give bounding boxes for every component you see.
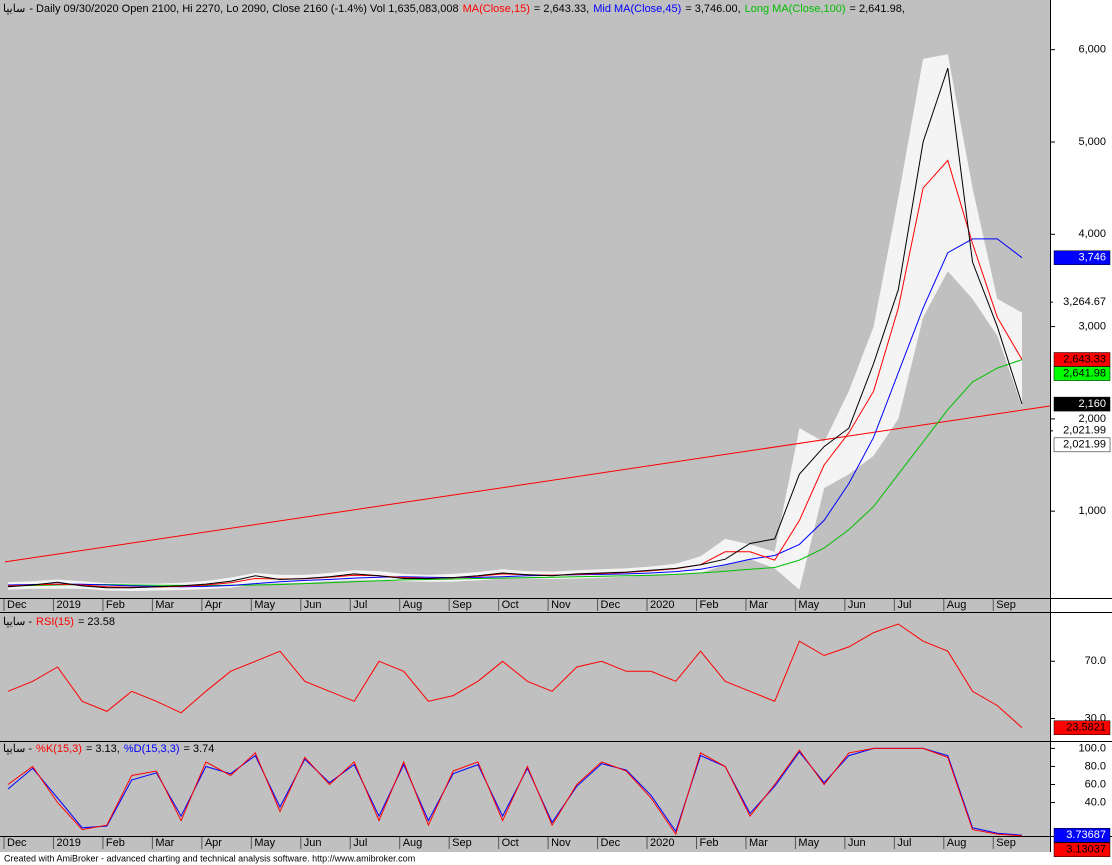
x-tick-label: Mar — [155, 837, 174, 849]
title-part: = 23.58 — [78, 616, 115, 628]
marker-label: 2,021.99 — [1063, 425, 1106, 437]
series-line — [7, 747, 1023, 837]
band — [8, 54, 1022, 592]
x-tick-label: May — [798, 837, 819, 849]
title-part: = 3.74 — [184, 743, 215, 755]
title-part: = 2,643.33, — [534, 3, 589, 15]
value-marker — [1053, 366, 1111, 381]
marker-label: 3.13037 — [1066, 844, 1106, 856]
x-tick-label: Aug — [947, 837, 967, 849]
x-tick-label: May — [798, 599, 819, 611]
x-tick-label: Aug — [403, 599, 423, 611]
x-tick-label: Jun — [304, 599, 322, 611]
x-tick-label: Sep — [996, 837, 1016, 849]
x-tick-label: Sep — [452, 837, 472, 849]
x-tick-label: Sep — [996, 599, 1016, 611]
marker-label: 3,746 — [1078, 252, 1106, 264]
marker-label: 2,021.99 — [1063, 439, 1106, 451]
title-part: = 3,746.00, — [685, 3, 740, 15]
axis-column — [1050, 0, 1112, 852]
x-tick-label: Apr — [205, 837, 222, 849]
x-tick-label: Jun — [848, 599, 866, 611]
footer: Created with AmiBroker - advanced charti… — [4, 853, 415, 863]
x-tick-label: 2020 — [650, 837, 674, 849]
series-line — [7, 67, 1023, 589]
y-tick-label: 100.0 — [1078, 742, 1106, 754]
x-tick-label: 2019 — [56, 837, 80, 849]
title-part: Long MA(Close,100) — [745, 3, 846, 15]
x-tick-label: Aug — [947, 599, 967, 611]
x-tick-label: Dec — [7, 837, 27, 849]
value-marker — [1053, 250, 1111, 265]
title-part: سایپا - — [3, 743, 32, 755]
x-tick-label: Feb — [699, 837, 718, 849]
x-tick-label: Feb — [106, 599, 125, 611]
y-tick-label: 1,000 — [1078, 505, 1106, 517]
marker-label: 2,643.33 — [1063, 353, 1106, 365]
title-part: = 3.13, — [86, 743, 120, 755]
title-part: Mid MA(Close,45) — [593, 3, 681, 15]
x-tick-label: Mar — [155, 599, 174, 611]
x-tick-label: Mar — [749, 837, 768, 849]
y-tick-label: 70.0 — [1085, 655, 1106, 667]
title-part: = 2,641.98, — [850, 3, 905, 15]
x-tick-label: 2019 — [56, 599, 80, 611]
marker-label: 3,264.67 — [1063, 296, 1106, 308]
x-tick-label: Apr — [205, 599, 222, 611]
y-tick-label: 5,000 — [1078, 136, 1106, 148]
title-part: %D(15,3,3) — [124, 743, 180, 755]
title-part: - Daily 09/30/2020 Open 2100, Hi 2270, L… — [29, 3, 458, 15]
value-marker — [1053, 842, 1111, 858]
value-marker — [1053, 827, 1111, 843]
x-tick-label: Dec — [601, 599, 621, 611]
footer-bar — [0, 852, 1112, 865]
x-tick-label: May — [254, 599, 275, 611]
title-part: MA(Close,15) — [463, 3, 530, 15]
panel-title: سایپا - %K(15,3) = 3.13, %D(15,3,3) = 3.74 — [3, 743, 214, 755]
x-tick-label: Sep — [452, 599, 472, 611]
value-marker — [1053, 720, 1111, 735]
panel-title: سایپا - Daily 09/30/2020 Open 2100, Hi 22… — [3, 3, 905, 15]
panel-title: سایپا - RSI(15) = 23.58 — [3, 616, 115, 628]
x-tick-label: May — [254, 837, 275, 849]
x-tick-label: Nov — [551, 599, 571, 611]
y-tick-label: 3,000 — [1078, 320, 1106, 332]
marker-label: 23.5821 — [1066, 722, 1106, 734]
x-tick-label: Dec — [601, 837, 621, 849]
title-part: RSI(15) — [36, 616, 74, 628]
marker-label: 2,641.98 — [1063, 368, 1106, 380]
x-tick-label: Jul — [897, 837, 911, 849]
x-tick-label: 2020 — [650, 599, 674, 611]
x-tick-label: Nov — [551, 837, 571, 849]
series-line — [7, 747, 1023, 836]
x-tick-label: Oct — [502, 837, 519, 849]
x-tick-label: Mar — [749, 599, 768, 611]
x-tick-label: Aug — [403, 837, 423, 849]
x-tick-label: Oct — [502, 599, 519, 611]
value-marker — [1053, 396, 1111, 412]
x-tick-label: Jun — [304, 837, 322, 849]
value-marker — [1053, 437, 1111, 453]
title-part: %K(15,3) — [36, 743, 82, 755]
x-tick-label: Jun — [848, 837, 866, 849]
y-tick-label: 40.0 — [1085, 796, 1106, 808]
y-tick-label: 80.0 — [1085, 760, 1106, 772]
title-part: سایپا - — [3, 616, 32, 628]
x-tick-label: Feb — [699, 599, 718, 611]
series-line — [7, 359, 1023, 587]
marker-label: 3.73687 — [1066, 829, 1106, 841]
series-line — [7, 623, 1023, 729]
x-tick-label: Jul — [897, 599, 911, 611]
x-tick-label: Jul — [353, 837, 367, 849]
x-tick-label: Jul — [353, 599, 367, 611]
y-tick-label: 6,000 — [1078, 44, 1106, 56]
y-tick-label: 60.0 — [1085, 778, 1106, 790]
y-tick-label: 4,000 — [1078, 228, 1106, 240]
x-tick-label: Dec — [7, 599, 27, 611]
marker-label: 2,160 — [1078, 398, 1106, 410]
x-tick-label: Feb — [106, 837, 125, 849]
y-tick-label: 2,000 — [1078, 413, 1106, 425]
title-part: سایپا — [3, 3, 25, 15]
